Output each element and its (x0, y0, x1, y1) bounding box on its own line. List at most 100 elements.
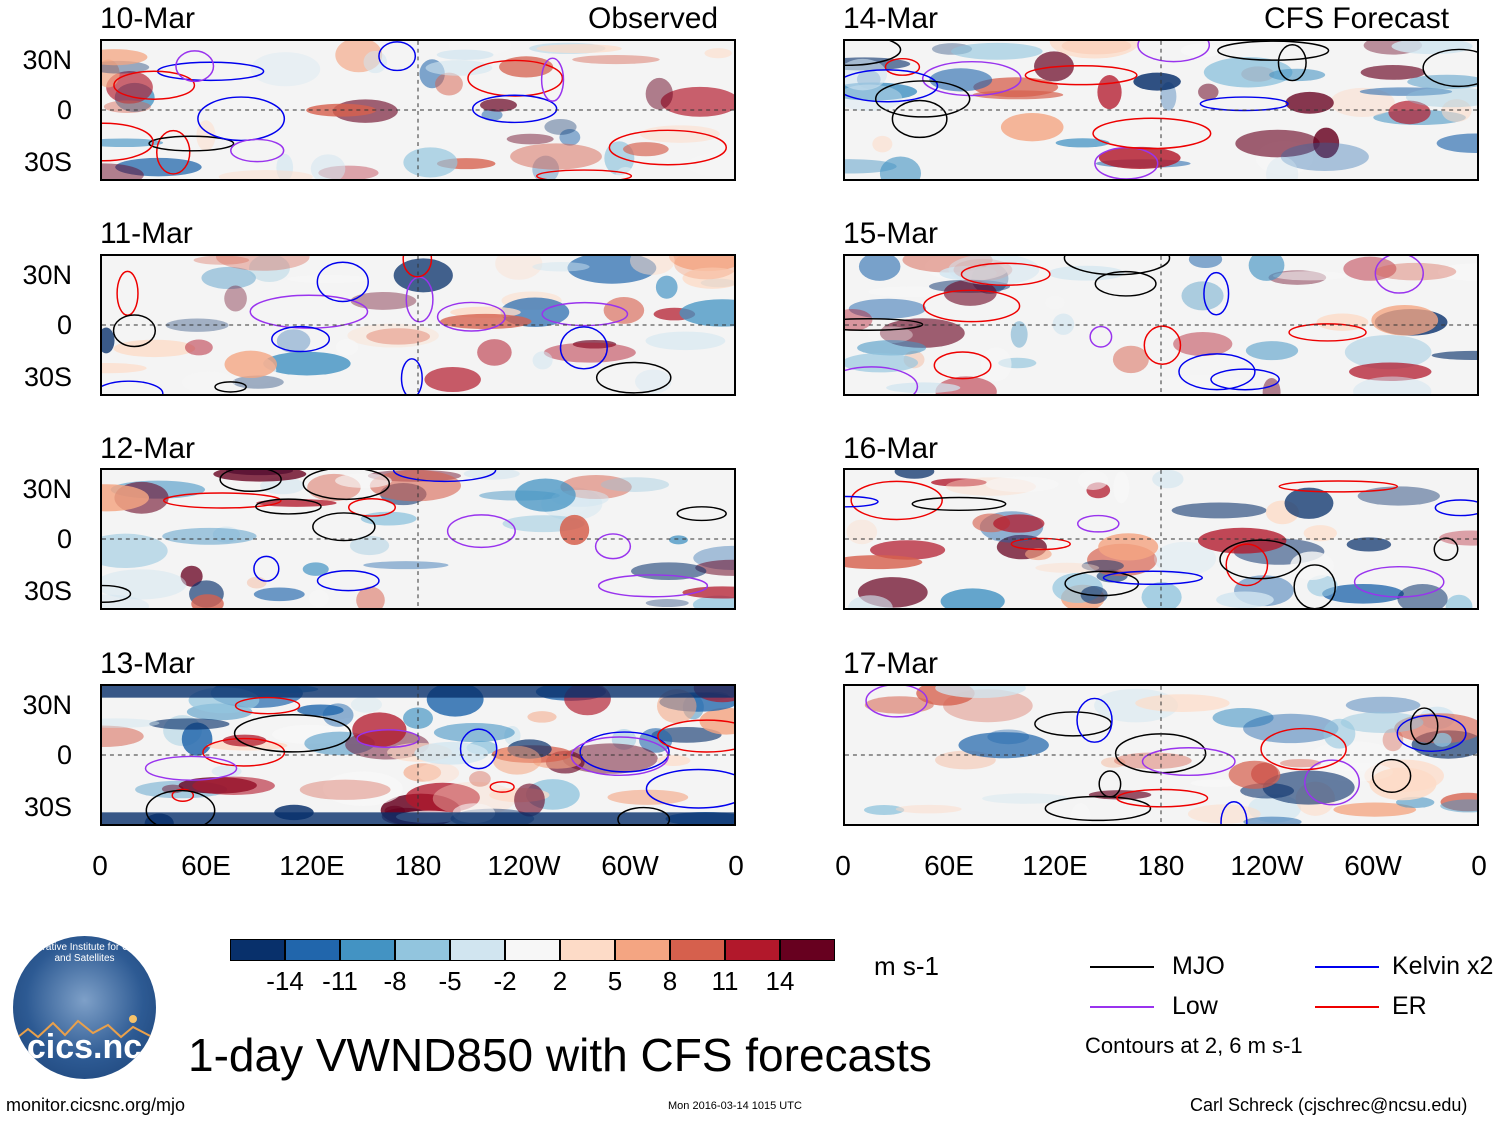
contour-line (436, 301, 506, 332)
wind-anomaly-blob (165, 318, 229, 332)
wind-anomaly-blob (879, 156, 922, 179)
contour-line (230, 138, 285, 163)
wind-anomaly-blob (499, 56, 554, 78)
contour-line (1374, 256, 1424, 294)
wind-anomaly-blob (263, 351, 351, 376)
lon-label: 0 (835, 850, 851, 881)
legend-label-er: ER (1392, 992, 1427, 1020)
wind-anomaly-blob (845, 353, 919, 373)
legend-note: Contours at 2, 6 m s-1 (1085, 1033, 1303, 1058)
wind-anomaly-blob (211, 765, 242, 778)
wind-anomaly-blob (102, 138, 164, 148)
contour-line (145, 789, 216, 824)
wind-anomaly-blob (1235, 129, 1320, 158)
footer-url[interactable]: monitor.cicsnc.org/mjo (6, 1095, 186, 1115)
contour-line (676, 506, 727, 522)
colorbar-tick-label: 5 (607, 966, 623, 996)
wind-anomaly-blob (1405, 87, 1477, 108)
colorbar-swatch (285, 939, 340, 961)
colorbar-swatch (780, 939, 835, 961)
wind-anomaly-blob (559, 514, 590, 546)
wind-anomaly-blob (669, 256, 734, 272)
contour-line (446, 514, 516, 549)
wind-anomaly-blob (645, 331, 726, 351)
contour-line (489, 781, 515, 793)
contour-line (1433, 537, 1459, 562)
contour-line (1143, 325, 1182, 365)
wind-anomaly-blob (1113, 471, 1130, 504)
wind-anomaly-blob (1360, 65, 1426, 80)
colorbar-tick-label: -11 (322, 966, 358, 996)
contour-line (845, 318, 924, 331)
contour-line (1434, 499, 1477, 517)
logo-arc-text: Cooperative Institute for Climate and Sa… (13, 942, 156, 964)
wind-anomaly-blob (276, 329, 311, 353)
wind-anomaly-blob (1439, 530, 1477, 546)
wind-anomaly-blob (297, 704, 344, 716)
wind-anomaly-blob (656, 755, 691, 766)
wind-anomaly-blob (894, 470, 935, 479)
map-field (102, 41, 734, 179)
wind-anomaly-blob (1171, 502, 1267, 519)
wind-anomaly-blob (335, 338, 359, 356)
wind-anomaly-blob (845, 308, 873, 331)
wind-anomaly-blob (433, 723, 515, 743)
contour-line (1116, 788, 1209, 808)
wind-anomaly-blob (845, 58, 887, 91)
wind-anomaly-blob (1212, 707, 1274, 728)
contour-line (156, 129, 191, 175)
map-panel-left-1 (100, 39, 736, 181)
wind-anomaly-blob (224, 285, 247, 312)
observed-label: Observed (588, 2, 719, 35)
map-field (102, 470, 734, 608)
contour-line (1024, 65, 1138, 86)
colorbar-swatch (230, 939, 285, 961)
wind-anomaly-blob (692, 595, 734, 608)
panel-date-right-2: 15-Mar (843, 217, 939, 250)
panel-date-left-4: 13-Mar (100, 647, 196, 680)
colorbar-unit: m s-1 (874, 951, 939, 981)
wind-anomaly-blob (895, 804, 962, 814)
wind-anomaly-blob (1198, 83, 1219, 101)
wind-anomaly-blob (858, 256, 901, 281)
wind-anomaly-blob (1388, 100, 1431, 125)
contour-line (1178, 353, 1256, 391)
lat-label: 30S (23, 576, 72, 606)
lon-label: 0 (1471, 850, 1487, 881)
wind-anomaly-blob (655, 275, 678, 299)
contour-line (1409, 707, 1439, 745)
wind-anomaly-blob (1113, 752, 1192, 769)
lon-label: 120E (279, 850, 345, 881)
page-title: 1-day VWND850 with CFS forecasts (188, 1029, 932, 1081)
map-field (845, 256, 1477, 394)
panel-date-right-3: 16-Mar (843, 432, 939, 465)
contour-line (597, 574, 709, 598)
wind-anomaly-blob (1353, 376, 1432, 394)
lat-label: 30S (23, 362, 72, 392)
wind-anomaly-blob (1437, 263, 1477, 281)
contour-line (197, 96, 286, 142)
wind-anomaly-blob (1010, 321, 1028, 348)
wind-anomaly-blob (1098, 146, 1181, 169)
wind-anomaly-blob (532, 155, 560, 179)
wind-anomaly-blob (1374, 262, 1457, 281)
wind-anomaly-blob (246, 576, 267, 589)
contour-line (617, 806, 671, 824)
contour-line (1199, 96, 1289, 112)
contour-line (1217, 41, 1330, 61)
wind-anomaly-blob (1333, 802, 1417, 817)
contour-line (570, 736, 669, 777)
wind-anomaly-blob (302, 562, 329, 576)
contour-line (933, 351, 992, 380)
wind-anomaly-blob (102, 484, 149, 512)
wind-anomaly-blob (660, 86, 734, 117)
wind-band (102, 812, 734, 824)
wind-anomaly-blob (495, 256, 543, 280)
contour-line (1210, 368, 1280, 391)
wind-anomaly-blob (149, 718, 230, 730)
wind-anomaly-blob (308, 589, 329, 608)
lon-label: 0 (728, 850, 744, 881)
wind-anomaly-blob (405, 782, 480, 813)
lat-label: 30N (22, 45, 72, 75)
lat-label: 0 (56, 95, 72, 125)
